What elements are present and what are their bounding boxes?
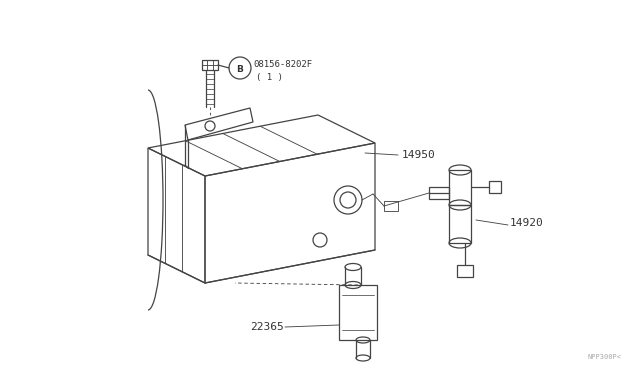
Text: 08156-8202F: 08156-8202F xyxy=(253,60,312,68)
Text: 14920: 14920 xyxy=(510,218,544,228)
Text: ( 1 ): ( 1 ) xyxy=(256,73,283,81)
Text: NPP300P<: NPP300P< xyxy=(588,354,622,360)
Text: 22365: 22365 xyxy=(250,322,284,332)
Text: B: B xyxy=(237,64,243,74)
Text: 14950: 14950 xyxy=(402,150,436,160)
